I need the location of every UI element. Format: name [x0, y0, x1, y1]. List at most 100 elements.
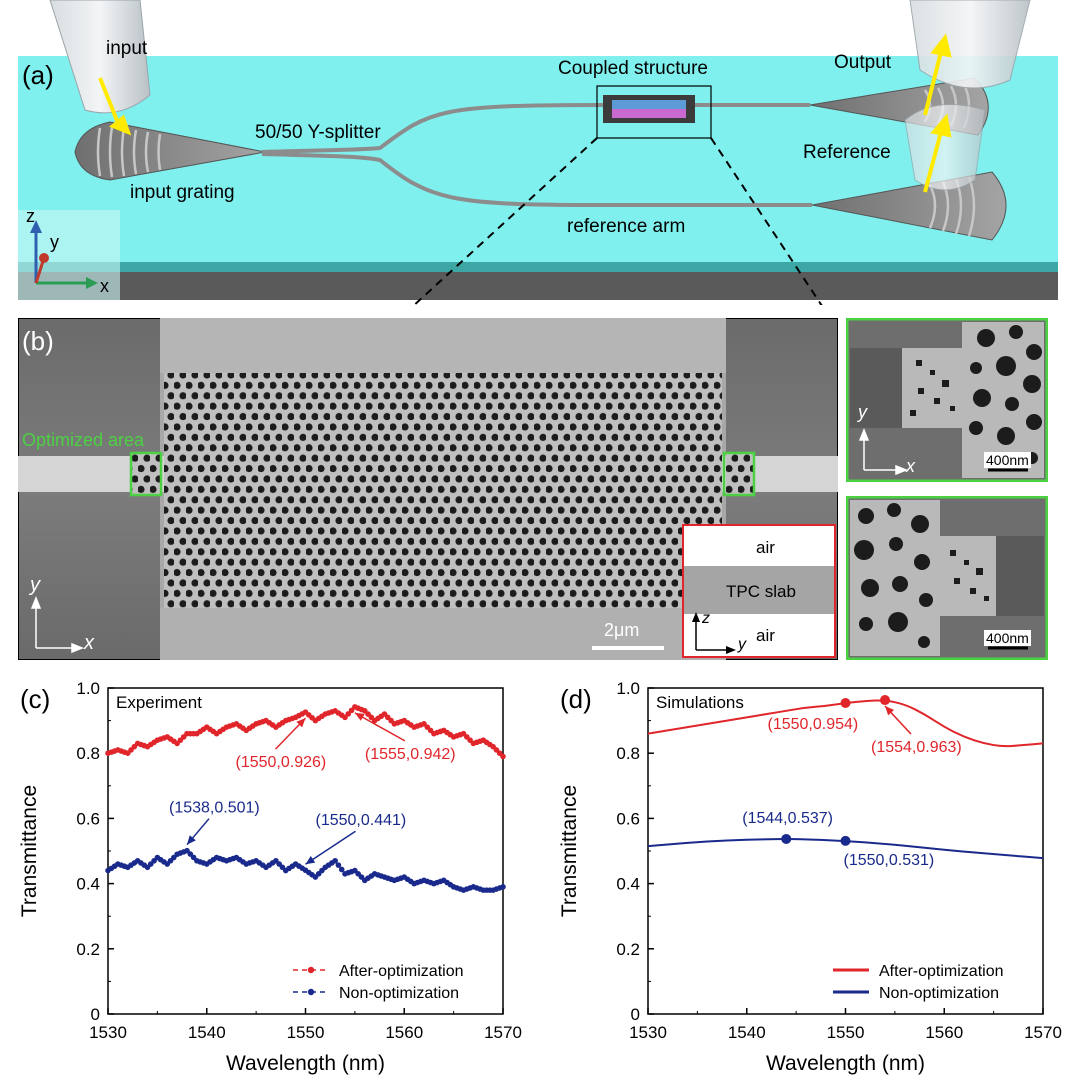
chart-c-panel-label: (c)	[20, 684, 50, 714]
chart-d-panel-label: (d)	[560, 684, 592, 714]
annotation-label: (1544,0.537)	[742, 810, 833, 827]
y-tick-label: 0.2	[616, 940, 640, 959]
annotation-arrow	[305, 830, 356, 865]
zoom-axis-y: y	[858, 402, 867, 422]
zoom-scale-top: 400nm	[984, 452, 1031, 468]
annotation-label: (1555,0.942)	[365, 746, 456, 763]
y-tick-label: 0.4	[76, 875, 100, 894]
y-tick-label: 1.0	[76, 679, 100, 698]
data-point	[335, 862, 342, 868]
y-tick-label: 0.8	[616, 744, 640, 763]
highlight-point	[781, 833, 792, 844]
panel-b-sem	[18, 318, 838, 660]
axis-y-label: y	[50, 232, 59, 252]
annotation-arrowhead	[354, 712, 365, 721]
panel-a-device	[18, 0, 1058, 305]
y-axis-label: Transmittance	[558, 785, 581, 917]
reference-label: Reference	[803, 142, 891, 163]
annotation-label: (1550,0.531)	[844, 852, 935, 869]
panel-a-label: (a)	[22, 60, 54, 90]
x-tick-label: 1530	[629, 1023, 667, 1042]
legend-marker	[307, 988, 315, 996]
axis-z-label: z	[26, 206, 35, 226]
panel-a-axes	[30, 220, 98, 289]
data-point	[348, 707, 355, 714]
legend-marker	[307, 966, 315, 974]
x-tick-label: 1560	[925, 1023, 963, 1042]
light-arrows	[98, 33, 952, 193]
optimized-area-left	[129, 451, 163, 497]
y-tick-label: 0.6	[76, 809, 100, 828]
reference-arm-label: reference arm	[567, 216, 686, 237]
y-tick-label: 0.2	[76, 940, 100, 959]
coupled-structure-label: Coupled structure	[558, 58, 708, 79]
data-point	[500, 753, 506, 760]
annotation-label: (1554,0.963)	[871, 739, 962, 756]
data-point	[338, 866, 345, 873]
annotation-label: (1550,0.926)	[236, 754, 327, 771]
x-tick-label: 1550	[827, 1023, 865, 1042]
input-fiber	[49, 0, 151, 114]
zoom-lines	[412, 137, 823, 305]
series-line	[647, 838, 1044, 860]
splitter-label: 50/50 Y-splitter	[255, 122, 381, 143]
highlight-point	[840, 835, 851, 846]
x-axis-label: Wavelength (nm)	[226, 1052, 385, 1075]
annotation-arrow	[354, 712, 406, 742]
annotation-arrowhead	[885, 706, 895, 716]
substrate-edge	[18, 262, 1058, 272]
data-point	[500, 884, 506, 890]
axis-x-label: x	[100, 276, 109, 296]
highlight-point	[840, 697, 851, 708]
inset-axes	[692, 612, 736, 654]
annotation-arrowhead	[187, 835, 196, 845]
y-axis-label: Transmittance	[18, 785, 41, 917]
y-tick-label: 0.8	[76, 744, 100, 763]
input-grating-label: input grating	[130, 182, 235, 203]
inset-air-top: air	[756, 538, 775, 557]
x-tick-label: 1540	[188, 1023, 226, 1042]
x-tick-label: 1560	[385, 1023, 423, 1042]
chart-d: (d) 1530 1540 1550 1560 1570 0 0.2 0.4 0.6 0.8 1.0 W…	[558, 679, 1062, 1075]
optimized-area-right	[722, 451, 756, 497]
x-axis-label: Wavelength (nm)	[766, 1052, 925, 1075]
x-tick-label: 1530	[89, 1023, 127, 1042]
y-tick-label: 0	[91, 1005, 100, 1024]
legend-label: Non-optimization	[879, 985, 999, 1002]
legend-label: After-optimization	[879, 963, 1004, 980]
x-tick-label: 1540	[728, 1023, 766, 1042]
legend-label: Non-optimization	[339, 985, 459, 1002]
output-label: Output	[834, 52, 892, 73]
x-tick-label: 1570	[1024, 1023, 1062, 1042]
cross-section-inset: air TPC slab air z y	[682, 524, 836, 658]
inset-air-bottom: air	[756, 626, 775, 645]
data-point	[332, 857, 338, 864]
input-label: input	[106, 38, 148, 59]
panel-b-axis-x: x	[84, 632, 94, 654]
x-tick-label: 1570	[484, 1023, 522, 1042]
chart-c: (c) 1530 1540 1550 1560 1570 0 0.2 0.4 0.6 0.8 1.0 W…	[18, 679, 522, 1075]
highlight-point	[880, 695, 890, 706]
annotation-label: (1538,0.501)	[169, 800, 260, 817]
y-tick-label: 0.4	[616, 875, 640, 894]
data-point	[342, 714, 348, 721]
slab-band	[684, 566, 834, 614]
output-fiber	[909, 0, 1031, 89]
series-line	[647, 699, 1044, 748]
y-tick-label: 1.0	[616, 679, 640, 698]
annotation-arrowhead	[296, 718, 306, 728]
annotation-label: (1550,0.441)	[316, 812, 407, 829]
panel-b-label: (b)	[22, 326, 54, 356]
inset-axis-z: z	[702, 610, 710, 627]
panel-b-axes	[30, 595, 85, 654]
y-tick-label: 0	[631, 1005, 640, 1024]
x-tick-label: 1550	[287, 1023, 325, 1042]
substrate-base	[18, 272, 1058, 300]
coupled-structure-box	[596, 85, 712, 139]
panel-b-axis-y: y	[30, 574, 40, 596]
scale-label: 2μm	[604, 620, 640, 640]
waveguides	[261, 103, 812, 207]
zoom-scale-bottom: 400nm	[984, 630, 1031, 646]
inset-axis-y: y	[738, 636, 746, 653]
legend-label: After-optimization	[339, 963, 464, 980]
